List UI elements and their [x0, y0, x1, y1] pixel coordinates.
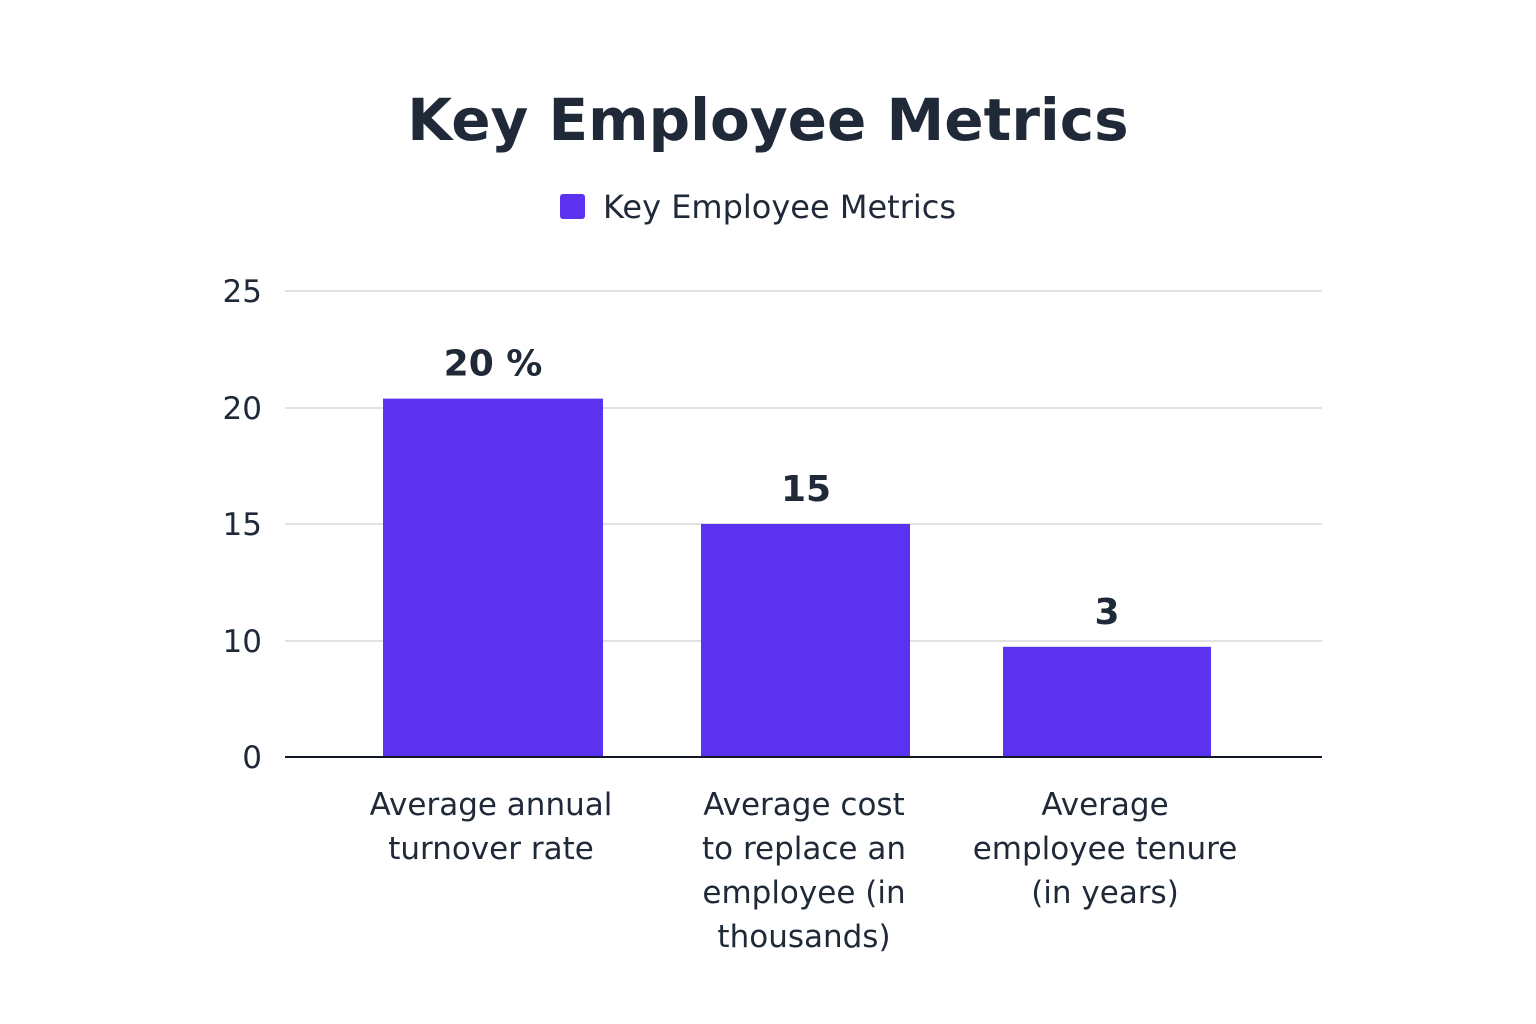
x-tick-label: turnover rate	[388, 831, 594, 867]
bar	[383, 398, 603, 757]
bar	[701, 524, 910, 757]
data-label: 20 %	[444, 344, 543, 385]
data-label: 3	[1094, 592, 1119, 633]
x-tick-label: employee (in	[702, 875, 905, 911]
x-tick-label: to replace an	[702, 831, 906, 867]
x-tick-label: thousands)	[717, 919, 890, 955]
y-tick-label: 25	[223, 274, 262, 310]
legend: Key Employee Metrics	[560, 188, 956, 226]
y-tick-label: 20	[223, 391, 262, 427]
y-tick-label: 10	[223, 624, 262, 660]
x-tick-label: employee tenure	[973, 831, 1238, 867]
labels: 0 10 15 20 25 20 % Average annual turnover rate…	[223, 274, 1238, 955]
x-tick-label: (in years)	[1031, 875, 1179, 911]
x-tick-label: Average cost	[703, 787, 904, 823]
bars	[383, 398, 1211, 757]
x-tick-label: Average	[1041, 787, 1168, 823]
x-tick-label: Average annual	[370, 787, 613, 823]
legend-swatch	[560, 194, 585, 219]
y-tick-label: 0	[242, 740, 262, 776]
bar	[1003, 646, 1211, 757]
legend-label: Key Employee Metrics	[603, 188, 956, 226]
chart-title: Key Employee Metrics	[407, 86, 1128, 154]
data-label: 15	[781, 469, 831, 510]
y-tick-label: 15	[223, 507, 262, 543]
